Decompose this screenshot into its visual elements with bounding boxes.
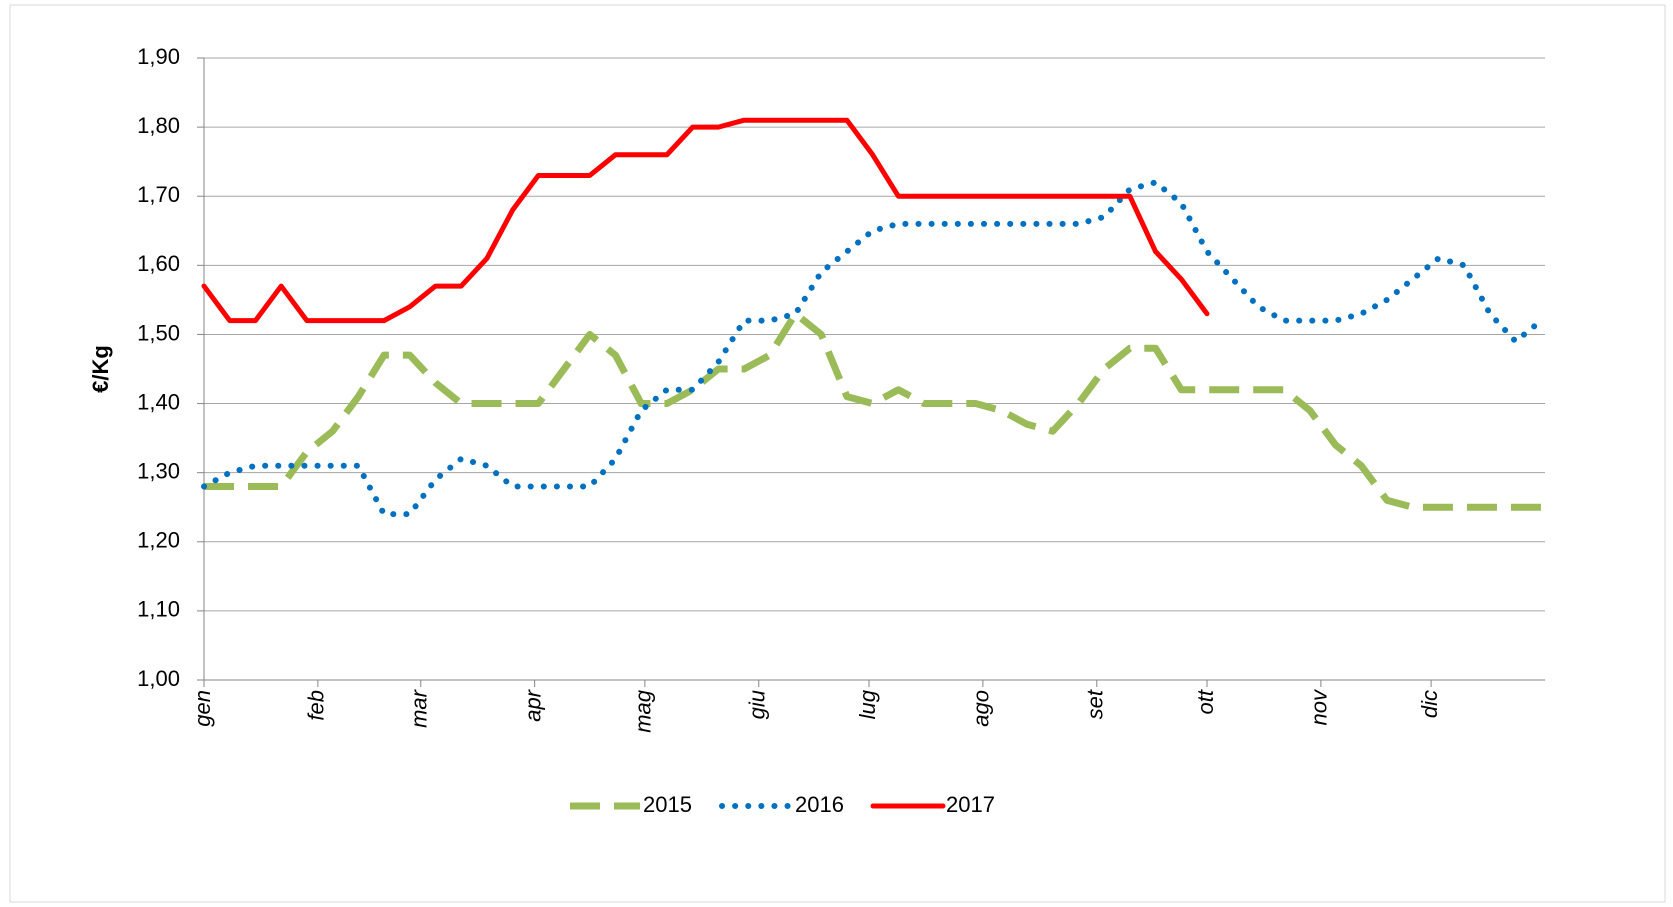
legend-label: 2015 xyxy=(643,792,692,817)
legend-label: 2016 xyxy=(795,792,844,817)
legend-label: 2017 xyxy=(946,792,995,817)
x-tick-label: ott xyxy=(1193,689,1218,714)
y-tick-label: 1,10 xyxy=(137,597,180,622)
x-tick-label: ago xyxy=(969,690,994,727)
y-tick-label: 1,30 xyxy=(137,458,180,483)
x-tick-label: gen xyxy=(190,690,215,727)
x-tick-label: apr xyxy=(520,688,545,721)
x-tick-label: lug xyxy=(855,689,880,719)
x-tick-label: feb xyxy=(304,690,329,721)
x-tick-label: mar xyxy=(407,688,432,728)
y-tick-label: 1,40 xyxy=(137,389,180,414)
y-tick-label: 1,50 xyxy=(137,320,180,345)
x-tick-label: set xyxy=(1083,689,1108,719)
series-line xyxy=(201,117,1210,324)
y-tick-label: 1,70 xyxy=(137,182,180,207)
y-tick-label: 1,20 xyxy=(137,528,180,553)
x-tick-label: giu xyxy=(745,690,770,719)
y-tick-label: 1,60 xyxy=(137,251,180,276)
x-tick-label: dic xyxy=(1417,690,1442,718)
x-tick-label: nov xyxy=(1307,688,1332,725)
x-tick-label: mag xyxy=(631,689,656,733)
y-tick-label: 1,80 xyxy=(137,113,180,138)
y-tick-label: 1,00 xyxy=(137,666,180,691)
y-axis-label: €/Kg xyxy=(88,345,113,393)
chart-frame xyxy=(9,4,1666,903)
y-tick-label: 1,90 xyxy=(137,44,180,69)
